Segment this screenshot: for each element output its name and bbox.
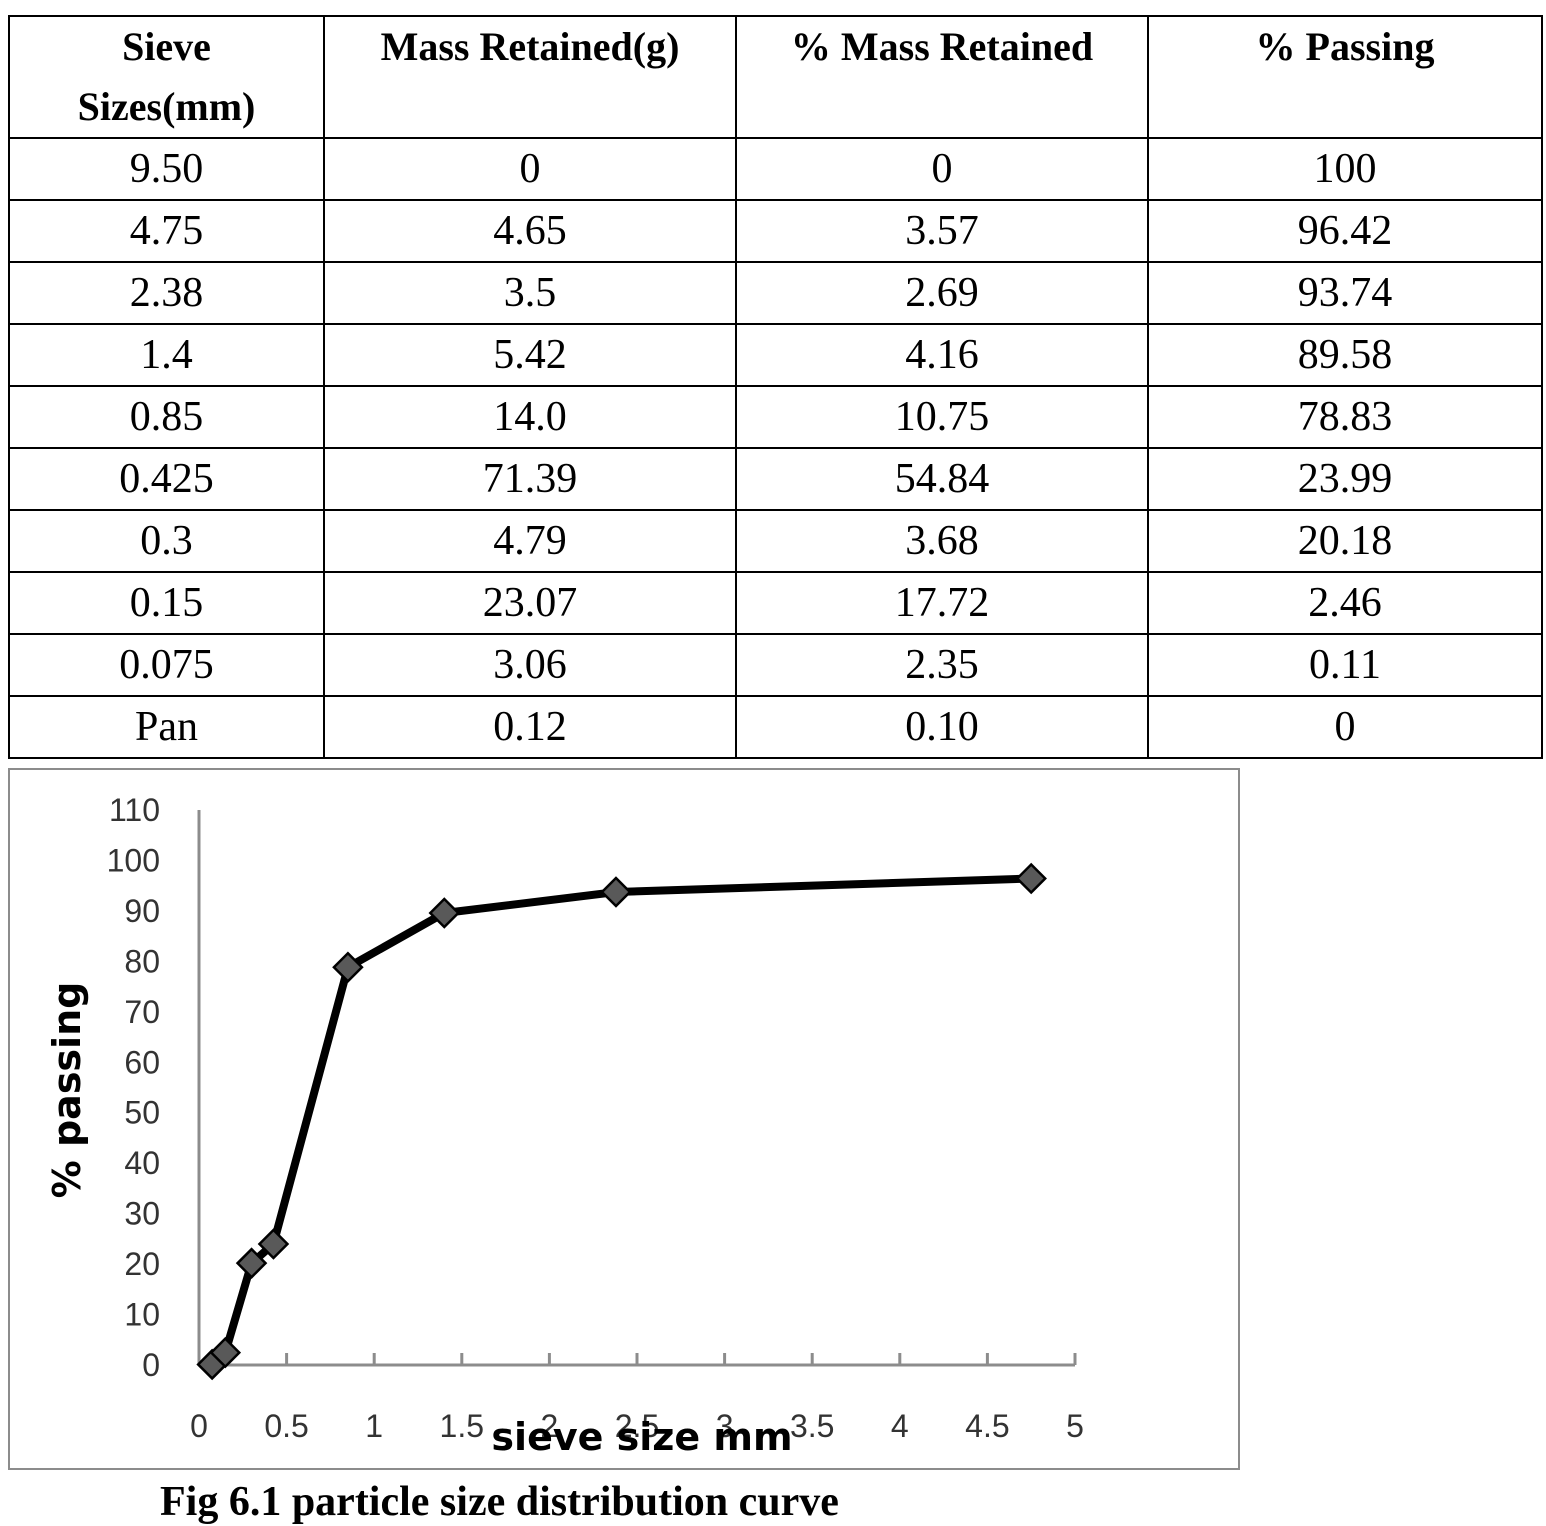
table-row: 1.4 5.42 4.16 89.58	[8, 323, 1543, 387]
percent-passing-cell: 89.58	[1147, 323, 1543, 387]
data-point-marker	[235, 1247, 268, 1279]
y-tick-label: 80	[124, 943, 160, 979]
x-tick-label: 1.5	[440, 1408, 484, 1444]
sieve-size-cell: 0.3	[8, 509, 325, 573]
x-axis-title: sieve size mm	[491, 1415, 792, 1459]
x-tick-label: 4.5	[965, 1408, 1009, 1444]
y-tick-label: 70	[124, 994, 160, 1030]
x-tick-label: 2.5	[615, 1408, 659, 1444]
x-tick-label: 3	[716, 1408, 734, 1444]
mass-retained-cell: 23.07	[323, 571, 737, 635]
sieve-size-cell: 0.425	[8, 447, 325, 511]
percent-mass-retained-cell: 4.16	[735, 323, 1149, 387]
percent-mass-retained-cell: 3.68	[735, 509, 1149, 573]
percent-passing-cell: 0.11	[1147, 633, 1543, 697]
mass-retained-cell: 0	[323, 137, 737, 201]
table-row: 0.425 71.39 54.84 23.99	[8, 447, 1543, 511]
y-tick-label: 40	[124, 1145, 160, 1181]
x-tick-label: 3.5	[790, 1408, 834, 1444]
y-tick-label: 90	[124, 893, 160, 929]
chart-svg: 0 0.5 1 1.5 2 2.5 3 3.5 4 4.5 50102030405060708090…	[45, 792, 1084, 1459]
sieve-size-cell: 0.15	[8, 571, 325, 635]
percent-passing-cell: 23.99	[1147, 447, 1543, 511]
y-tick-label: 0	[142, 1347, 160, 1383]
x-tick-label: 0	[190, 1408, 208, 1444]
mass-retained-cell: 4.79	[323, 509, 737, 573]
sieve-analysis-table: Sieve Sizes(mm) Mass Retained(g) % Mass R…	[8, 15, 1543, 759]
mass-retained-cell: 14.0	[323, 385, 737, 449]
x-tick-label: 1	[365, 1408, 383, 1444]
y-tick-label: 50	[124, 1095, 160, 1131]
data-point-marker	[428, 897, 461, 929]
percent-mass-retained-cell: 2.35	[735, 633, 1149, 697]
sieve-size-cell: 0.85	[8, 385, 325, 449]
mass-retained-cell: 0.12	[323, 695, 737, 759]
header-percent-mass-retained: % Mass Retained	[735, 15, 1149, 139]
percent-mass-retained-cell: 10.75	[735, 385, 1149, 449]
percent-mass-retained-cell: 2.69	[735, 261, 1149, 325]
table-row: 9.50 0 0 100	[8, 137, 1543, 201]
header-mass-retained: Mass Retained(g)	[323, 15, 737, 139]
table-row: Pan 0.12 0.10 0	[8, 695, 1543, 759]
table-row: 0.85 14.0 10.75 78.83	[8, 385, 1543, 449]
percent-passing-cell: 100	[1147, 137, 1543, 201]
table-row: 2.38 3.5 2.69 93.74	[8, 261, 1543, 325]
mass-retained-cell: 71.39	[323, 447, 737, 511]
table-row: 0.075 3.06 2.35 0.11	[8, 633, 1543, 697]
y-tick-label: 100	[107, 842, 160, 878]
mass-retained-cell: 3.06	[323, 633, 737, 697]
x-tick-label: 2	[541, 1408, 559, 1444]
sieve-size-cell: 1.4	[8, 323, 325, 387]
mass-retained-cell: 3.5	[323, 261, 737, 325]
percent-mass-retained-cell: 3.57	[735, 199, 1149, 263]
table-row: 4.75 4.65 3.57 96.42	[8, 199, 1543, 263]
x-tick-label: 0.5	[264, 1408, 308, 1444]
y-tick-label: 20	[124, 1246, 160, 1282]
percent-passing-cell: 93.74	[1147, 261, 1543, 325]
data-point-marker	[209, 1336, 242, 1369]
sieve-size-cell: 0.075	[8, 633, 325, 697]
percent-mass-retained-cell: 17.72	[735, 571, 1149, 635]
header-sieve-sizes: Sieve Sizes(mm)	[8, 15, 325, 139]
x-tick-label: 4	[891, 1408, 909, 1444]
sieve-size-cell: 4.75	[8, 199, 325, 263]
data-point-marker	[332, 951, 364, 984]
particle-size-chart: 0 0.5 1 1.5 2 2.5 3 3.5 4 4.5 5 0 10 20 30 40 50 60 70 80 90…	[8, 768, 1240, 1470]
sieve-size-cell: 9.50	[8, 137, 325, 201]
sieve-size-cell: Pan	[8, 695, 325, 759]
percent-mass-retained-cell: 54.84	[735, 447, 1149, 511]
series-line	[209, 874, 1032, 1368]
mass-retained-cell: 4.65	[323, 199, 737, 263]
y-axis-title: % passing	[45, 982, 89, 1199]
y-tick-label: 30	[124, 1196, 160, 1232]
x-tick-label: 5	[1066, 1408, 1084, 1444]
percent-mass-retained-cell: 0	[735, 137, 1149, 201]
data-point-marker	[1015, 862, 1047, 895]
sieve-size-cell: 2.38	[8, 261, 325, 325]
table-row: 0.3 4.79 3.68 20.18	[8, 509, 1543, 573]
y-tick-label: 10	[124, 1297, 160, 1333]
table-header-row: Sieve Sizes(mm) Mass Retained(g) % Mass R…	[8, 15, 1543, 139]
percent-passing-cell: 20.18	[1147, 509, 1543, 573]
y-tick-label: 60	[124, 1044, 160, 1080]
table-row: 0.15 23.07 17.72 2.46	[8, 571, 1543, 635]
percent-mass-retained-cell: 0.10	[735, 695, 1149, 759]
percent-passing-cell: 78.83	[1147, 385, 1543, 449]
header-percent-passing: % Passing	[1147, 15, 1543, 139]
percent-passing-cell: 0	[1147, 695, 1543, 759]
percent-passing-cell: 2.46	[1147, 571, 1543, 635]
mass-retained-cell: 5.42	[323, 323, 737, 387]
figure-caption: Fig 6.1 particle size distribution curve	[160, 1479, 839, 1525]
data-point-marker	[257, 1228, 290, 1260]
y-tick-label: 110	[109, 792, 160, 828]
data-point-marker	[600, 876, 632, 908]
percent-passing-cell: 96.42	[1147, 199, 1543, 263]
